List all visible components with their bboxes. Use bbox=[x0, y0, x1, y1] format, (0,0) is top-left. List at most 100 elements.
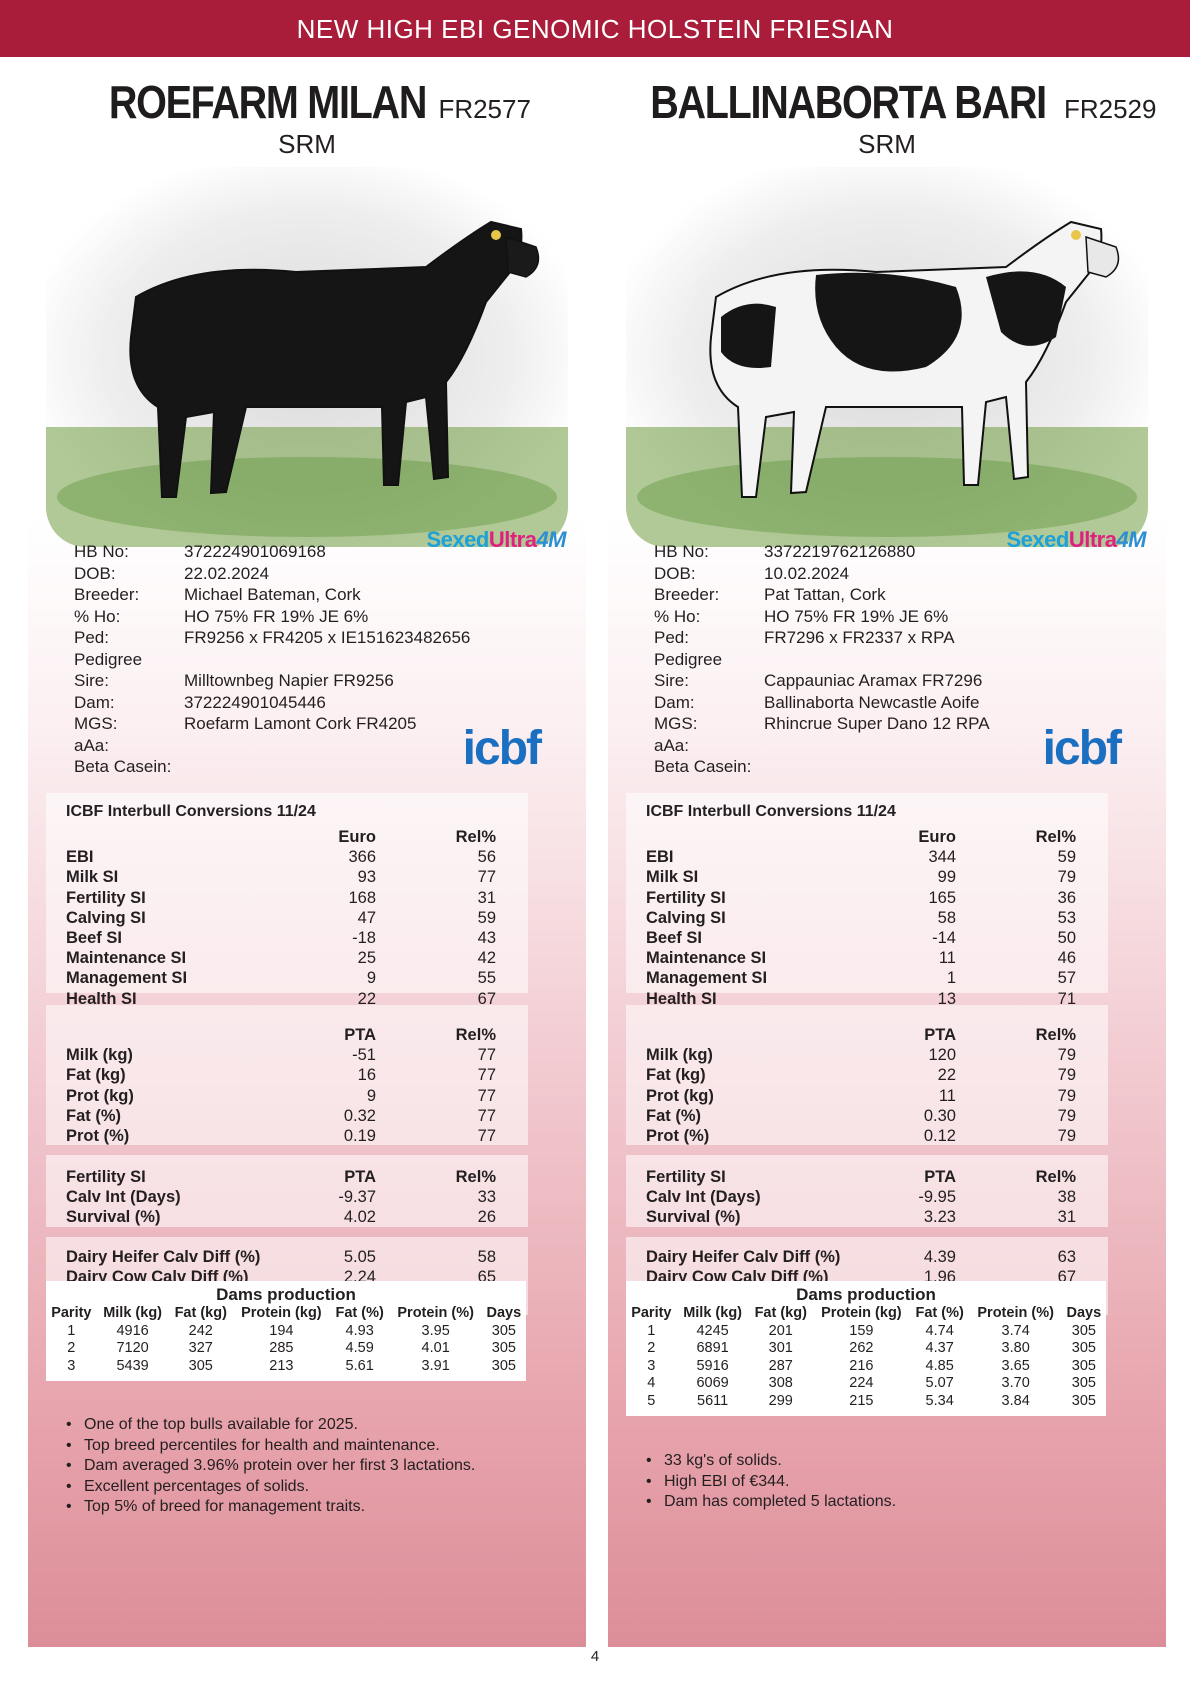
row-value: 4.02 bbox=[343, 1208, 376, 1227]
row-rel: 77 bbox=[477, 1086, 496, 1105]
info-label: Beta Casein: bbox=[654, 757, 752, 776]
sexed-ultra-logo: SexedUltra4M bbox=[426, 527, 566, 552]
info-value: FR9256 x FR4205 x IE151623482656 bbox=[184, 628, 471, 647]
dams-cell: 242 bbox=[188, 1322, 213, 1339]
info-label: HB No: bbox=[654, 542, 709, 561]
row-label: Management SI bbox=[66, 969, 188, 988]
row-label: Calving SI bbox=[646, 908, 726, 927]
pta-table: PTA Rel% Milk (kg) -51 77 Fat (kg) 16 77 Prot (k… bbox=[66, 1025, 496, 1146]
info-label: DOB: bbox=[74, 563, 116, 583]
dams-header-cell: Protein (%) bbox=[397, 1305, 474, 1321]
row-label: Prot (%) bbox=[646, 1127, 710, 1146]
info-row: HB No: 372224901069168 bbox=[74, 541, 554, 563]
row-value: 22 bbox=[937, 1066, 956, 1085]
table-row: Calv Int (Days) -9.37 33 bbox=[66, 1187, 496, 1207]
table-row: Survival (%) 4.02 26 bbox=[66, 1207, 496, 1227]
row-rel: 50 bbox=[1057, 929, 1076, 948]
header-cell: PTA bbox=[344, 1026, 376, 1044]
info-label: Ped: bbox=[74, 628, 109, 647]
dams-cell: 2 bbox=[647, 1340, 656, 1356]
row-rel: 79 bbox=[1057, 1106, 1076, 1125]
dams-cell: 4.93 bbox=[345, 1322, 374, 1339]
row-rel: 55 bbox=[477, 969, 496, 988]
row-label: Prot (%) bbox=[66, 1127, 130, 1146]
header-cell: Rel% bbox=[1035, 1026, 1076, 1044]
row-value: 344 bbox=[928, 848, 956, 867]
info-row: Breeder: Michael Bateman, Cork bbox=[74, 584, 554, 606]
row-value: 47 bbox=[357, 908, 376, 927]
dams-cell: 301 bbox=[768, 1340, 793, 1356]
info-value: 22.02.2024 bbox=[184, 563, 270, 583]
dams-title: Dams production bbox=[216, 1285, 356, 1304]
dams-cell: 285 bbox=[269, 1340, 294, 1356]
bullet-item: One of the top bulls available for 2025. bbox=[68, 1415, 538, 1436]
row-label: Fat (kg) bbox=[66, 1066, 126, 1085]
info-value: Cappauniac Aramax FR7296 bbox=[764, 671, 983, 690]
dams-cell: 213 bbox=[269, 1357, 294, 1374]
info-value: Ballinaborta Newcastle Aoife bbox=[764, 692, 980, 712]
header-cell: Fertility SI bbox=[66, 1168, 146, 1186]
bull-name: ROEFARM MILAN bbox=[108, 76, 428, 128]
info-row: % Ho: HO 75% FR 19% JE 6% bbox=[74, 606, 554, 628]
dams-cell: 3.65 bbox=[1001, 1357, 1030, 1374]
bull-title: BALLINABORTA BARI FR2529 bbox=[608, 75, 1166, 129]
fertility-card bbox=[46, 1155, 528, 1227]
info-row: Ped: FR9256 x FR4205 x IE151623482656 bbox=[74, 627, 554, 649]
row-label: Management SI bbox=[646, 969, 768, 988]
page-banner: NEW HIGH EBI GENOMIC HOLSTEIN FRIESIAN bbox=[0, 0, 1190, 57]
row-value: 120 bbox=[928, 1046, 956, 1065]
dams-cell: 262 bbox=[849, 1340, 874, 1356]
row-value: -9.37 bbox=[338, 1188, 376, 1207]
row-rel: 59 bbox=[477, 908, 496, 927]
ebi-table: Euro Rel% EBI 366 56 Milk SI 93 77 Fertility SI 1… bbox=[66, 827, 496, 1009]
info-value: HO 75% FR 19% JE 6% bbox=[764, 606, 949, 626]
bullet-item: Excellent percentages of solids. bbox=[68, 1477, 538, 1498]
row-value: -9.95 bbox=[918, 1188, 956, 1207]
bull-name: BALLINABORTA BARI bbox=[649, 76, 1047, 128]
table-row: Survival (%) 3.23 31 bbox=[646, 1207, 1076, 1227]
table-row: Maintenance SI 25 42 bbox=[66, 948, 496, 968]
fertility-table: Fertility SI PTA Rel% Calv Int (Days) -9.37 3… bbox=[66, 1167, 496, 1228]
dams-header-cell: Fat (kg) bbox=[174, 1305, 227, 1321]
header-cell: Euro bbox=[338, 828, 376, 846]
row-value: 3.23 bbox=[923, 1208, 956, 1227]
info-row: Breeder: Pat Tattan, Cork bbox=[654, 584, 1134, 606]
header-cell: Rel% bbox=[1035, 828, 1076, 846]
dams-cell: 2 bbox=[67, 1340, 76, 1356]
info-value bbox=[184, 649, 554, 671]
bullet-item: Top breed percentiles for health and mai… bbox=[68, 1436, 538, 1457]
dams-header-cell: Fat (%) bbox=[915, 1305, 964, 1321]
row-value: 9 bbox=[366, 969, 376, 988]
table-row: Management SI 1 57 bbox=[646, 968, 1076, 988]
table-row: Fertility SI 165 36 bbox=[646, 888, 1076, 908]
header-cell: Fertility SI bbox=[646, 1168, 726, 1186]
row-value: 13 bbox=[937, 989, 956, 1008]
row-label: Prot (kg) bbox=[66, 1086, 134, 1105]
table-row: Fat (kg) 16 77 bbox=[66, 1065, 496, 1085]
info-row: Beta Casein: bbox=[654, 756, 1134, 778]
table-header-row: Euro Rel% bbox=[646, 827, 1076, 847]
dams-cell: 3.70 bbox=[1001, 1375, 1030, 1391]
table-row: Calving SI 47 59 bbox=[66, 908, 496, 928]
header-cell: Euro bbox=[918, 828, 956, 846]
info-row: Pedigree bbox=[74, 649, 554, 671]
info-label: Ped: bbox=[654, 628, 689, 647]
cow-illustration bbox=[626, 220, 1148, 547]
row-value: 9 bbox=[366, 1086, 376, 1105]
row-rel: 79 bbox=[1057, 1127, 1076, 1146]
dams-cell: 159 bbox=[849, 1322, 874, 1339]
dams-row: 1 4245 201 159 4.74 3.74 305 bbox=[626, 1323, 1106, 1341]
dams-cell: 216 bbox=[849, 1357, 874, 1374]
row-value: 5.05 bbox=[343, 1248, 376, 1266]
table-row: EBI 344 59 bbox=[646, 847, 1076, 867]
bull-photo bbox=[626, 167, 1148, 547]
dams-table: Parity Milk (kg) Fat (kg) Protein (kg) Fat (… bbox=[626, 1305, 1106, 1410]
dams-cell: 305 bbox=[1071, 1357, 1096, 1374]
table-row: Dairy Heifer Calv Diff (%) 5.05 58 bbox=[66, 1247, 496, 1267]
info-label: HB No: bbox=[74, 542, 129, 561]
info-label: % Ho: bbox=[654, 606, 701, 626]
table-row: Milk (kg) -51 77 bbox=[66, 1045, 496, 1065]
dams-cell: 215 bbox=[849, 1392, 874, 1409]
info-value: 372224901069168 bbox=[184, 542, 326, 561]
row-rel: 56 bbox=[477, 848, 496, 867]
